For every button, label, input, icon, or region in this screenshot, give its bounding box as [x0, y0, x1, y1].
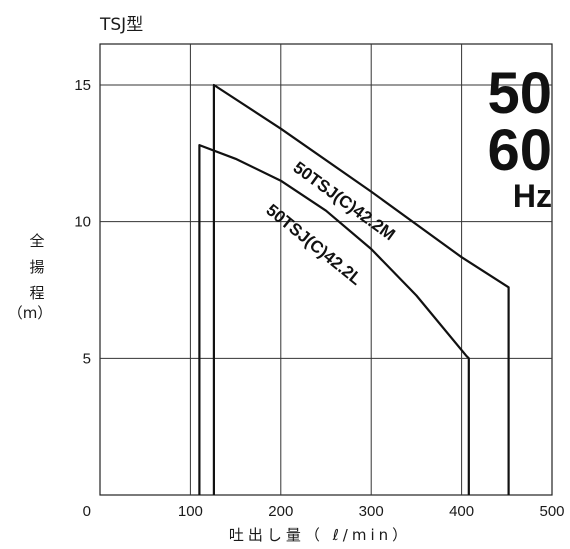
y-axis-unit: （m） [8, 304, 53, 322]
y-axis-label: 全 揚 程 （m） [8, 232, 53, 322]
x-tick-label-200: 200 [268, 503, 293, 520]
frequency-50: 50 [487, 61, 552, 126]
x-tick-label-500: 500 [539, 503, 564, 520]
x-tick-label-100: 100 [178, 503, 203, 520]
series-line-m [212, 83, 510, 495]
y-tick-label-0: 0 [83, 503, 91, 520]
x-tick-label-400: 400 [449, 503, 474, 520]
y-tick-label-10: 10 [74, 214, 91, 231]
x-axis-label: 吐出し量（ ℓ/min） [229, 526, 411, 544]
frequency-60: 60 [487, 118, 552, 183]
y-axis-label-char-1: 全 [29, 232, 44, 250]
y-tick-label-5: 5 [83, 350, 91, 367]
y-axis-label-char-3: 程 [29, 284, 44, 302]
x-tick-label-300: 300 [359, 503, 384, 520]
y-axis-label-char-2: 揚 [29, 258, 44, 276]
grid [99, 43, 553, 496]
chart-title: TSJ型 [99, 15, 143, 35]
curve-labels: 50TSJ(C)42.2M 50TSJ(C)42.2L [262, 158, 398, 289]
frequency-unit-hz: Hz [513, 178, 552, 214]
series-line-l [198, 144, 470, 495]
x-tick-labels: 100 200 300 400 500 [178, 503, 565, 520]
plot-frame [99, 43, 553, 496]
y-tick-label-15: 15 [74, 77, 91, 94]
frequency-badge: 50 60 Hz [487, 61, 552, 214]
series-group [198, 83, 510, 495]
y-tick-labels: 5 10 15 0 [74, 77, 91, 520]
